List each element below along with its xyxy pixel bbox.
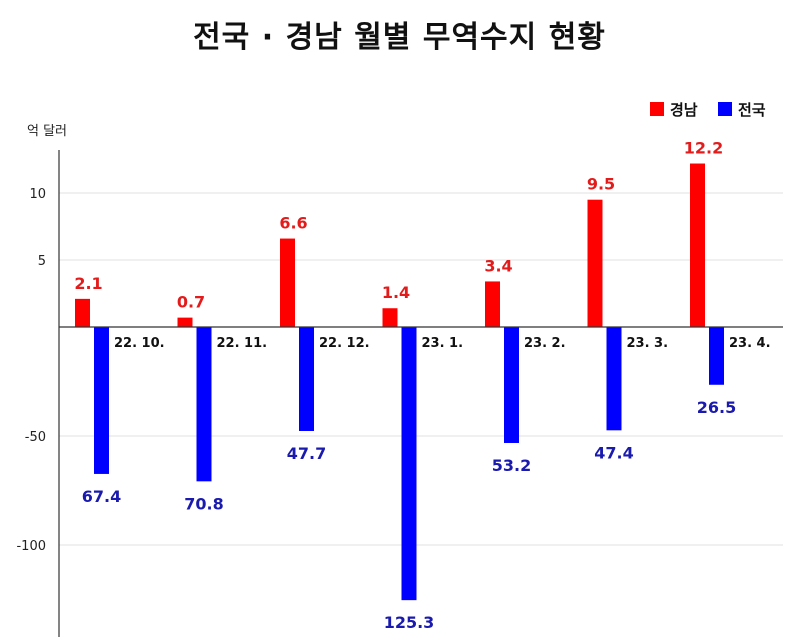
bar-national bbox=[504, 327, 519, 443]
data-label-gyeongnam: 12.2 bbox=[684, 139, 723, 158]
bar-gyeongnam bbox=[382, 308, 398, 327]
data-label-national: 53.2 bbox=[492, 456, 531, 475]
x-category-label: 22. 10. bbox=[114, 336, 165, 351]
legend-label-gyeongnam: 경남 bbox=[670, 101, 698, 119]
y-tick-label: 5 bbox=[38, 254, 46, 269]
y-tick-label: -50 bbox=[25, 430, 46, 445]
bar-gyeongnam bbox=[177, 317, 193, 327]
data-label-national: 70.8 bbox=[184, 494, 223, 513]
x-category-label: 22. 12. bbox=[319, 336, 370, 351]
legend-swatch-national bbox=[718, 102, 732, 116]
data-label-national: 125.3 bbox=[384, 613, 435, 632]
x-category-label: 23. 3. bbox=[627, 336, 669, 351]
bar-gyeongnam bbox=[280, 238, 295, 327]
data-label-gyeongnam: 2.1 bbox=[74, 274, 102, 293]
y-tick-label: 10 bbox=[29, 187, 46, 202]
data-label-gyeongnam: 9.5 bbox=[587, 175, 615, 194]
data-label-national: 47.7 bbox=[287, 444, 326, 463]
bar-national bbox=[94, 327, 109, 474]
data-label-national: 67.4 bbox=[82, 487, 121, 506]
x-category-label: 22. 11. bbox=[217, 336, 268, 351]
data-label-national: 47.4 bbox=[594, 443, 633, 462]
bar-national bbox=[709, 327, 724, 385]
y-axis-unit-label: 억 달러 bbox=[27, 124, 67, 139]
legend-swatch-gyeongnam bbox=[650, 102, 664, 116]
chart-title: 전국 · 경남 월별 무역수지 현황 bbox=[193, 20, 606, 55]
bar-gyeongnam bbox=[587, 199, 603, 327]
data-label-national: 26.5 bbox=[697, 398, 736, 417]
bar-national bbox=[196, 327, 212, 482]
bar-national bbox=[299, 327, 314, 431]
bar-gyeongnam bbox=[485, 281, 500, 327]
data-label-gyeongnam: 1.4 bbox=[382, 283, 410, 302]
bar-national bbox=[606, 327, 622, 431]
bar-gyeongnam bbox=[75, 298, 90, 327]
y-tick-label: -100 bbox=[16, 539, 46, 554]
bar-national bbox=[401, 327, 417, 601]
x-category-label: 23. 1. bbox=[422, 336, 464, 351]
data-label-gyeongnam: 6.6 bbox=[279, 214, 307, 233]
x-category-label: 23. 4. bbox=[729, 336, 771, 351]
data-label-gyeongnam: 0.7 bbox=[177, 293, 205, 312]
x-category-label: 23. 2. bbox=[524, 336, 566, 351]
bar-gyeongnam bbox=[690, 163, 705, 327]
legend-label-national: 전국 bbox=[738, 101, 766, 119]
data-label-gyeongnam: 3.4 bbox=[484, 256, 512, 275]
